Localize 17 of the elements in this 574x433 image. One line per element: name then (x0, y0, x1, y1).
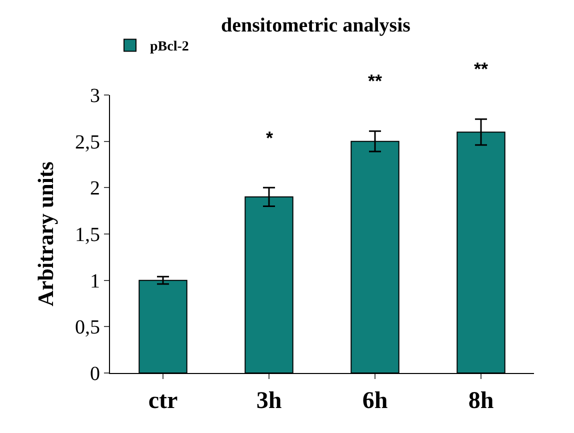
x-tick-label: 8h (468, 388, 494, 414)
x-tick-label: 3h (256, 388, 282, 414)
y-tick-label: 0,5 (75, 316, 100, 339)
annotation: * (266, 128, 274, 148)
x-tick-label: 6h (362, 388, 388, 414)
y-tick-label: 1,5 (75, 224, 100, 246)
y-tick-label: 3 (90, 85, 100, 107)
y-tick-label: 2,5 (75, 131, 100, 154)
y-axis-title: Arbitrary units (32, 161, 58, 306)
y-tick-label: 1 (90, 270, 100, 292)
annotation: ** (368, 71, 382, 91)
legend-label: pBcl-2 (150, 40, 189, 55)
y-tick-label: 2 (90, 178, 100, 200)
annotation: ** (474, 59, 488, 79)
chart-title: densitometric analysis (220, 14, 411, 36)
y-tick-label: 0 (90, 363, 100, 385)
x-tick-label: ctr (148, 388, 178, 414)
